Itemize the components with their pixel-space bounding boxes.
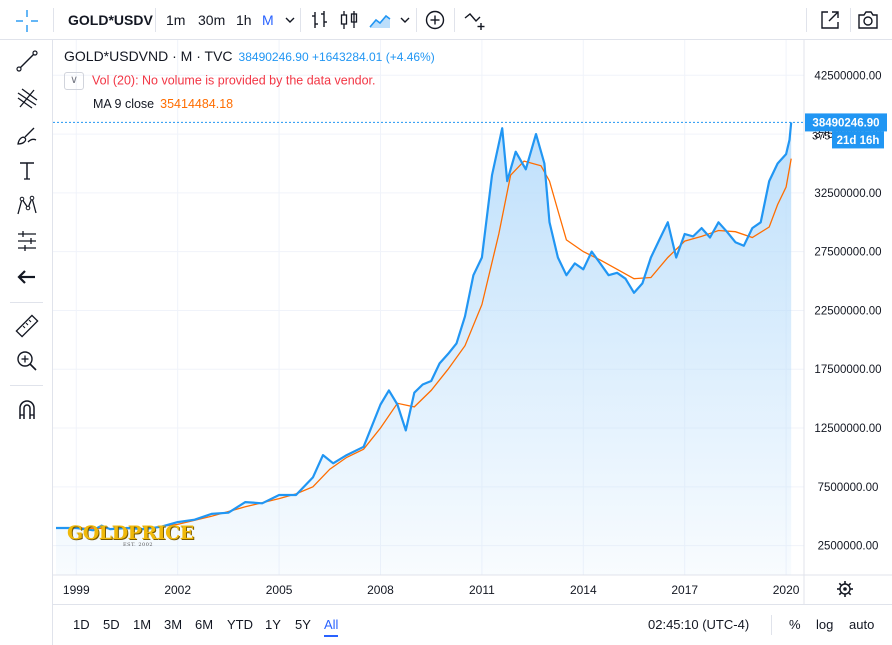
- logo-wordmark: GOLDPRICE: [67, 522, 194, 544]
- partial-axis-label: 375: [812, 130, 830, 142]
- pitchfork-icon[interactable]: [14, 85, 40, 111]
- countdown-label: 21d 16h: [837, 135, 880, 147]
- toolbar-divider: [53, 8, 54, 32]
- bar-chart-type-icon[interactable]: [308, 8, 332, 32]
- candlestick-chart-type-icon[interactable]: [337, 8, 361, 32]
- arrow-left-icon[interactable]: [14, 264, 40, 290]
- ma-value: 35414484.18: [160, 97, 234, 111]
- time-axis-label: 2020: [773, 583, 800, 597]
- last-price-label-bg: [805, 113, 887, 132]
- time-axis-label: 2002: [164, 583, 191, 597]
- time-axis-label: 2014: [570, 583, 597, 597]
- camera-icon[interactable]: [856, 8, 880, 32]
- pattern-tool-icon[interactable]: [14, 193, 40, 219]
- crosshair-icon[interactable]: [14, 8, 40, 34]
- time-axis-label: 2008: [367, 583, 394, 597]
- toolbar-divider: [806, 8, 807, 32]
- legend-price-change: 38490246.90 +1643284.01 (+4.46%): [238, 50, 435, 64]
- collapse-chevron-icon[interactable]: ∨: [64, 72, 84, 90]
- toolbar-divider: [454, 8, 455, 32]
- range-1d-button[interactable]: 1D: [73, 617, 90, 632]
- price-axis-label: 32500000.00: [814, 188, 881, 200]
- countdown-label-bg: [832, 131, 884, 149]
- top-toolbar: GOLD*USDV 1m 30m 1h M: [0, 0, 892, 40]
- price-axis-label: 22500000.00: [814, 305, 881, 317]
- toolbar-divider: [155, 8, 156, 32]
- brush-icon[interactable]: [14, 122, 40, 148]
- price-axis[interactable]: 2500000.00 7500000.00 12500000.00 17500000.…: [814, 70, 881, 552]
- price-axis-label: 42500000.00: [814, 70, 881, 82]
- price-line: [56, 122, 793, 532]
- toolbar-divider: [850, 8, 851, 32]
- ruler-icon[interactable]: [14, 313, 40, 339]
- price-axis-label: 27500000.00: [814, 247, 881, 259]
- price-axis-label: 7500000.00: [818, 482, 879, 494]
- last-price-label: 38490246.90: [812, 117, 879, 129]
- range-3m-button[interactable]: 3M: [164, 617, 183, 632]
- prediction-tool-icon[interactable]: [14, 228, 40, 254]
- time-axis-label: 1999: [63, 583, 90, 597]
- toolbar-divider: [771, 615, 772, 635]
- legend-symbol: GOLD*USDVND · M · TVC: [64, 48, 233, 64]
- toolbar-divider: [10, 302, 43, 303]
- legend-main-series[interactable]: GOLD*USDVND · M · TVC 38490246.90 +164328…: [64, 48, 435, 64]
- area-chart-type-icon[interactable]: [367, 8, 391, 32]
- interval-m-button[interactable]: M: [262, 12, 274, 28]
- price-area: [56, 122, 792, 576]
- interval-30m-button[interactable]: 30m: [198, 12, 226, 28]
- add-indicator-icon[interactable]: [423, 8, 447, 32]
- interval-1m-button[interactable]: 1m: [166, 12, 186, 28]
- range-5y-button[interactable]: 5Y: [295, 617, 311, 632]
- range-ytd-button[interactable]: YTD: [227, 617, 253, 632]
- toolbar-divider: [416, 8, 417, 32]
- volume-warning: Vol (20): No volume is provided by the d…: [92, 73, 376, 88]
- interval-1h-button[interactable]: 1h: [236, 12, 252, 28]
- price-axis-label: 2500000.00: [818, 541, 879, 553]
- magnet-icon[interactable]: [14, 397, 40, 423]
- logo-subtext: EST. 2002: [123, 542, 154, 548]
- fullscreen-icon[interactable]: [818, 8, 842, 32]
- zoom-in-icon[interactable]: [14, 348, 40, 374]
- bottom-range-bar: 1D 5D 1M 3M 6M YTD 1Y 5Y All 02:45:10 (U…: [53, 604, 892, 645]
- ma-line: [56, 158, 792, 530]
- toolbar-divider: [10, 385, 43, 386]
- time-axis-label: 2011: [469, 583, 495, 597]
- ma-name: MA 9 close: [93, 97, 155, 111]
- price-axis-label: 12500000.00: [814, 423, 881, 435]
- range-all-button[interactable]: All: [324, 605, 339, 645]
- range-1y-button[interactable]: 1Y: [265, 617, 281, 632]
- time-axis-label: 2017: [671, 583, 698, 597]
- legend-ma-study[interactable]: MA 9 close 35414484.18: [93, 97, 233, 111]
- time-axis[interactable]: 1999 2002 2005 2008 2011 2014 2017 2020: [63, 583, 800, 597]
- symbol-search-button[interactable]: GOLD*USDV: [68, 12, 153, 28]
- chevron-down-icon[interactable]: [282, 8, 306, 32]
- range-1m-button[interactable]: 1M: [133, 617, 152, 632]
- toolbar-divider: [300, 8, 301, 32]
- time-axis-label: 2005: [266, 583, 293, 597]
- goldprice-logo: GOLDPRICE EST. 2002: [67, 522, 205, 550]
- trend-line-icon[interactable]: [14, 48, 40, 74]
- percent-scale-button[interactable]: %: [789, 617, 801, 632]
- legend-volume-study[interactable]: ∨ Vol (20): No volume is provided by the …: [64, 72, 376, 90]
- drawing-toolbar: [0, 40, 53, 645]
- compare-symbol-icon[interactable]: [462, 8, 486, 32]
- auto-scale-button[interactable]: auto: [849, 617, 875, 632]
- chevron-down-icon[interactable]: [397, 8, 421, 32]
- price-axis-label: 17500000.00: [814, 364, 881, 376]
- log-scale-button[interactable]: log: [816, 617, 834, 632]
- settings-gear-icon[interactable]: [837, 581, 853, 597]
- range-6m-button[interactable]: 6M: [195, 617, 214, 632]
- text-tool-icon[interactable]: [14, 158, 40, 184]
- range-5d-button[interactable]: 5D: [103, 617, 120, 632]
- timezone-clock[interactable]: 02:45:10 (UTC-4): [648, 617, 750, 632]
